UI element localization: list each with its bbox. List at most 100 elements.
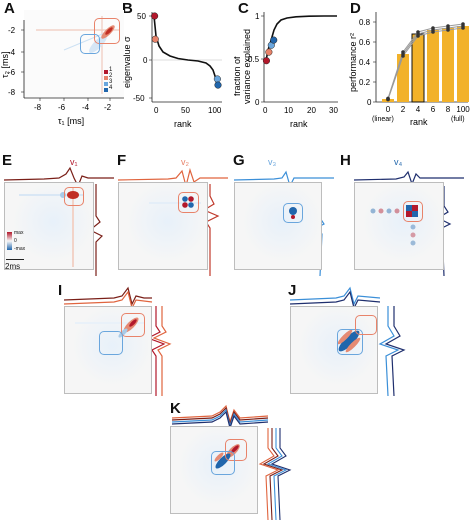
panel-b-point-2 (151, 35, 159, 43)
panel-d-point-2-3 (401, 50, 405, 54)
panel-label-e: E (2, 152, 13, 169)
panel-d-bar-100 (457, 26, 469, 102)
colorbar (7, 232, 12, 250)
panel-d-bar-6 (427, 30, 439, 102)
panel-a-pattern (36, 16, 120, 94)
panel-c-xlabel: rank (290, 119, 308, 129)
panel-a-xtick-1: -6 (58, 103, 66, 112)
panel-d-xticks: 0 (linear) 2 4 6 8 100 (full) (372, 105, 470, 123)
panel-d-point-4-3 (416, 30, 420, 34)
colorbar-min-label: -max (14, 246, 26, 252)
panel-d-xsublabel-100: (full) (451, 116, 465, 123)
panel-b-ylabel: eigenvalue σ (122, 36, 132, 88)
panel-i-traces (64, 286, 172, 396)
vector-label-v4: v₄ (394, 157, 403, 167)
panel-b-point-4 (214, 81, 222, 89)
panel-d-trend-line-2 (387, 25, 464, 100)
panel-f-heatmap (118, 182, 208, 270)
colorbar-zero-label: 0 (14, 238, 17, 244)
panel-d-ytick-4: 0.8 (359, 18, 371, 27)
panel-a-axes: -8 -6 -4 -2 -2 -4 -6 -8 τ₁ [ms] τ₂ [ms] (0, 20, 124, 126)
panel-h-mark (403, 201, 423, 222)
panel-d-svg: 0 0.2 0.4 0.6 0.8 0 (linear) 2 4 6 8 100 (full) ran… (348, 12, 470, 127)
legend-swatch-3 (104, 82, 108, 86)
panel-e-heatmap (4, 182, 94, 270)
panel-i-heatmap (64, 306, 152, 394)
panel-b-points (151, 12, 222, 89)
panel-i-mark-blue (99, 331, 123, 355)
panel-j-heatmap (290, 306, 378, 394)
panel-label-j: J (288, 282, 297, 299)
panel-d-xtick-100: 100 (456, 105, 470, 114)
panel-b-point-3 (213, 75, 221, 83)
panel-k-heatmap (170, 426, 258, 514)
panel-d-xlabel: rank (410, 117, 428, 127)
panel-d-xtick-2: 2 (401, 105, 406, 114)
panel-c-points (262, 36, 278, 65)
panel-j-traces (290, 286, 406, 397)
panel-d-xtick-0: 0 (386, 105, 391, 114)
panel-d-trend-line-3 (387, 23, 464, 99)
panel-d-yticks: 0 0.2 0.4 0.6 0.8 (359, 18, 376, 107)
legend-swatch-1 (104, 70, 108, 74)
panel-a-ytick-0: -8 (8, 88, 16, 97)
panel-d-ytick-2: 0.4 (359, 58, 371, 67)
panel-label-i: I (58, 282, 63, 299)
panel-b-xlabel: rank (174, 119, 192, 129)
panel-g-heatmap (234, 182, 322, 270)
legend-swatch-2 (104, 76, 108, 80)
panel-k-mark-red (225, 439, 247, 461)
panel-c-point-4 (270, 36, 278, 44)
panel-a-ytick-3: -2 (8, 26, 16, 35)
panel-label-k: K (170, 400, 181, 417)
panel-c-svg: 1 0.5 0 0 10 20 30 rank fraction of vari… (234, 12, 338, 129)
panel-j-mark-red (355, 315, 377, 335)
panel-a-legend: 1 2 3 4 (104, 67, 124, 98)
panel-g-mark (283, 203, 303, 223)
panel-d-point-8-3 (446, 24, 450, 28)
panel-label-b: B (122, 0, 133, 17)
panel-d-ytick-3: 0.6 (359, 38, 371, 47)
panel-label-a: A (4, 0, 15, 17)
panel-label-d: D (350, 0, 361, 17)
panel-d-point-6-3 (431, 26, 435, 30)
vector-label-v2: v₂ (181, 157, 189, 167)
scalebar (6, 259, 24, 260)
panel-a-xtick-marks (39, 98, 111, 101)
panel-a-ytick-2: -4 (8, 48, 16, 57)
panel-a-ylabel: τ₂ [ms] (0, 51, 10, 78)
panel-c-xtick-0: 0 (263, 106, 268, 115)
panel-c-point-1 (262, 57, 270, 65)
panel-d-xtick-8: 8 (446, 105, 451, 114)
panel-d-bar-4 (411, 33, 425, 103)
panel-d-xsublabel-0: (linear) (372, 116, 394, 123)
panel-k-traces (172, 404, 292, 520)
legend-swatch-4 (104, 88, 108, 92)
panel-a-ytick-marks (21, 29, 24, 93)
legend-label-1: 1 (109, 67, 113, 73)
panel-d-point-100-3 (461, 22, 465, 26)
panel-d-ytick-0: 0 (367, 98, 372, 107)
panel-d-xtick-6: 6 (431, 105, 436, 114)
panel-c-ylabel-line1: fraction of (234, 56, 242, 96)
panel-h-heatmap (354, 182, 444, 270)
panel-d-lines (386, 22, 465, 102)
panel-a-xtick-3: -2 (104, 103, 112, 112)
panel-c-xtick-3: 30 (329, 106, 338, 115)
panel-label-f: F (117, 152, 127, 169)
panel-c-ytick-2: 1 (255, 12, 260, 21)
panel-c-xtick-1: 10 (284, 106, 293, 115)
panel-label-g: G (233, 152, 245, 169)
panel-d-xtick-4: 4 (416, 105, 421, 114)
panel-b-svg: 50 0 -50 0 50 100 rank eigenvalue σ (122, 12, 222, 129)
panel-d-bar-2 (397, 54, 409, 102)
panel-d-bar-8 (442, 28, 454, 102)
panel-e-mark (64, 187, 84, 206)
panel-j-mark-blue (337, 329, 363, 355)
panel-b-xtick-0: 0 (154, 106, 159, 115)
panel-b-curve (153, 15, 218, 87)
vector-label-v3: v₃ (268, 157, 277, 167)
colorbar-max-label: max (14, 230, 24, 236)
scalebar-label: 2ms (5, 262, 21, 271)
panel-a-xtick-2: -4 (82, 103, 90, 112)
